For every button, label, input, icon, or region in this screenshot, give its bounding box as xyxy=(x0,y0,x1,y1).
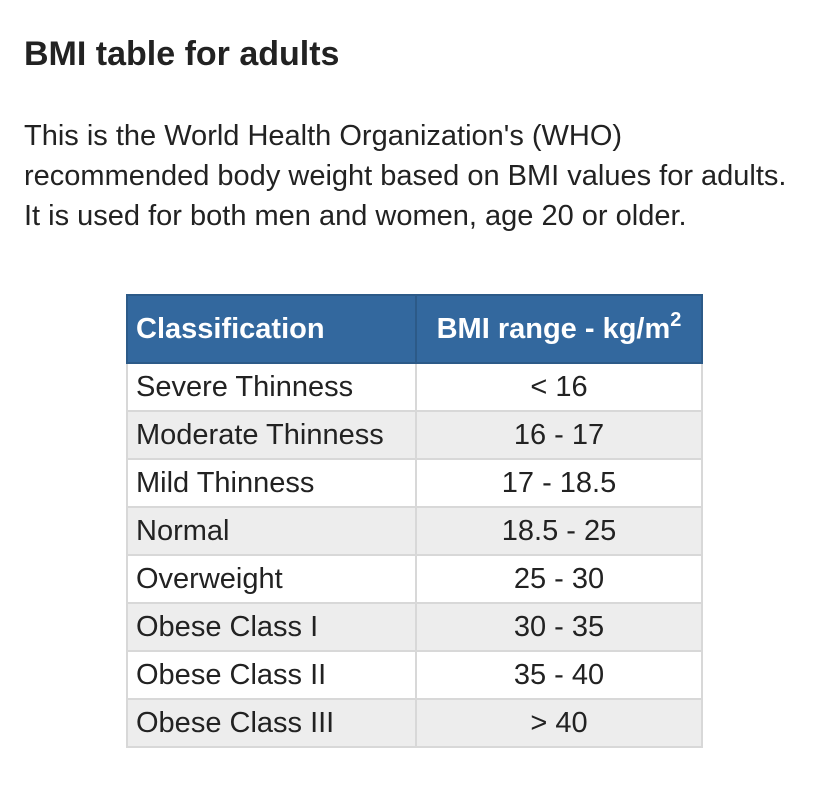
classification-cell: Obese Class I xyxy=(126,602,417,652)
bmi-range-cell: 30 - 35 xyxy=(415,602,703,652)
classification-cell: Overweight xyxy=(126,554,417,604)
table-row: Mild Thinness 17 - 18.5 xyxy=(126,458,703,508)
bmi-range-cell: 35 - 40 xyxy=(415,650,703,700)
bmi-table: Classification BMI range - kg/m2 Severe … xyxy=(126,294,703,748)
bmi-range-cell: > 40 xyxy=(415,698,703,748)
bmi-range-cell: < 16 xyxy=(415,362,703,412)
column-header-bmi-range: BMI range - kg/m2 xyxy=(415,294,703,364)
table-row: Obese Class III > 40 xyxy=(126,698,703,748)
table-row: Obese Class II 35 - 40 xyxy=(126,650,703,700)
page-title: BMI table for adults xyxy=(24,35,340,73)
classification-cell: Obese Class III xyxy=(126,698,417,748)
column-header-bmi-range-label: BMI range - kg/m xyxy=(436,312,671,345)
table-row: Overweight 25 - 30 xyxy=(126,554,703,604)
column-header-bmi-range-superscript: 2 xyxy=(670,308,682,331)
table-row: Severe Thinness < 16 xyxy=(126,362,703,412)
table-row: Obese Class I 30 - 35 xyxy=(126,602,703,652)
table-body: Severe Thinness < 16 Moderate Thinness 1… xyxy=(126,362,703,748)
bmi-range-cell: 17 - 18.5 xyxy=(415,458,703,508)
table-row: Moderate Thinness 16 - 17 xyxy=(126,410,703,460)
bmi-range-cell: 16 - 17 xyxy=(415,410,703,460)
classification-cell: Obese Class II xyxy=(126,650,417,700)
bmi-range-cell: 18.5 - 25 xyxy=(415,506,703,556)
page-description: This is the World Health Organization's … xyxy=(24,120,787,232)
table-row: Normal 18.5 - 25 xyxy=(126,506,703,556)
column-header-classification: Classification xyxy=(126,294,417,364)
table-header-row: Classification BMI range - kg/m2 xyxy=(126,294,703,364)
classification-cell: Normal xyxy=(126,506,417,556)
table-header: Classification BMI range - kg/m2 xyxy=(126,294,703,364)
classification-cell: Severe Thinness xyxy=(126,362,417,412)
classification-cell: Moderate Thinness xyxy=(126,410,417,460)
bmi-range-cell: 25 - 30 xyxy=(415,554,703,604)
classification-cell: Mild Thinness xyxy=(126,458,417,508)
